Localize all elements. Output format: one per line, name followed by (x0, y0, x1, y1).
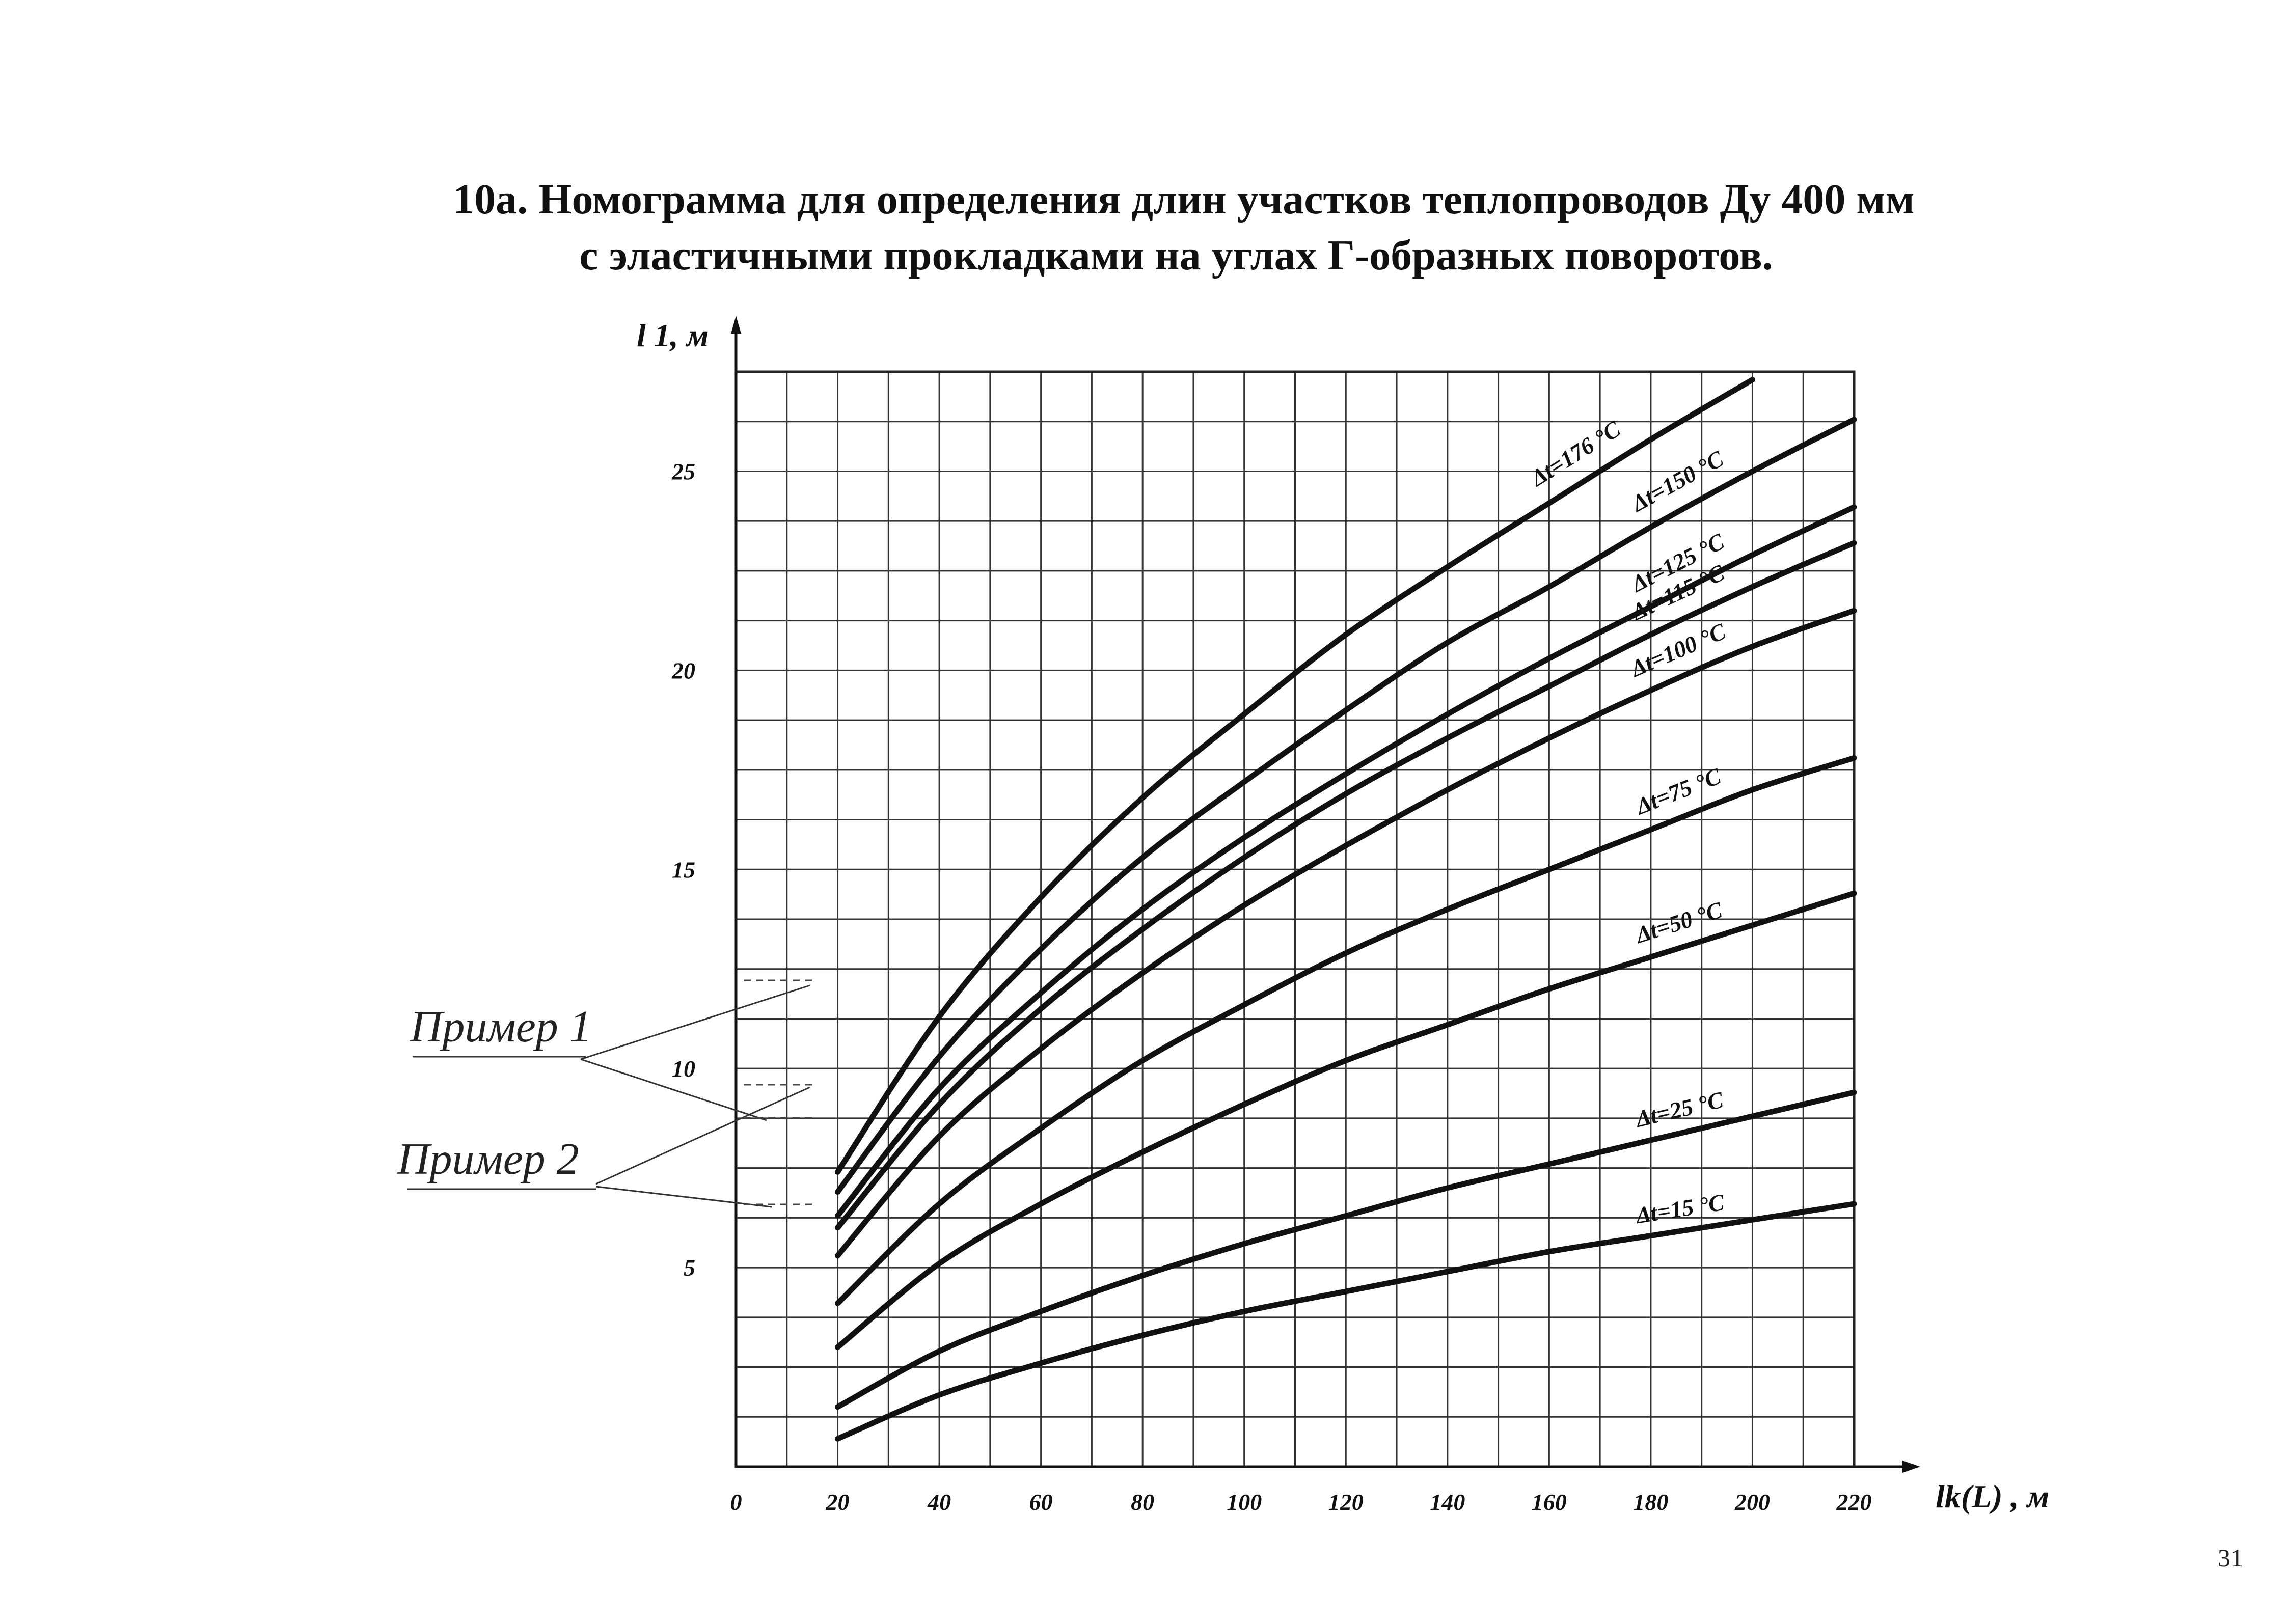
curve-series-8 (835, 1201, 1857, 1442)
example-1-leader (580, 1058, 767, 1121)
x-tick-label: 140 (1430, 1489, 1465, 1515)
chart-title-line1: 10а. Номограмма для определения длин уча… (453, 176, 1915, 223)
y-tick-label: 25 (671, 458, 695, 484)
x-axis-label: lk(L) , м (1936, 1478, 2049, 1515)
x-tick-label: 160 (1532, 1489, 1567, 1515)
x-tick-label: 180 (1633, 1489, 1668, 1515)
grid (734, 370, 1856, 1468)
curve-series-4 (835, 608, 1857, 1259)
y-tick-label: 15 (672, 857, 695, 883)
example-2-leader (595, 1086, 810, 1185)
y-tick-label: 5 (684, 1255, 695, 1281)
y-axis-label: l 1, м (637, 317, 709, 353)
examples: Пример 1 Пример 2 (397, 979, 815, 1208)
curve-label-8: Δt=15 °C (1633, 1189, 1726, 1229)
curve-label-4: Δt=100 °C (1626, 618, 1730, 682)
y-axis-arrow (731, 316, 741, 334)
curve-series-3 (835, 540, 1857, 1231)
curve-label-1: Δt=150 °C (1626, 445, 1729, 517)
curve-series-6 (835, 890, 1857, 1350)
curve-series-0 (835, 377, 1755, 1175)
axes (731, 316, 1920, 1473)
x-tick-label: 80 (1131, 1489, 1154, 1515)
example-1-label: Пример 1 (410, 1002, 592, 1052)
x-tick-label: 100 (1227, 1489, 1262, 1515)
curve-series-2 (835, 504, 1857, 1219)
x-tick-label: 220 (1836, 1489, 1872, 1515)
x-tick-label: 40 (927, 1489, 951, 1515)
x-tick-label: 120 (1328, 1489, 1364, 1515)
chart-title-line2: с эластичными прокладками на углах Г-обр… (579, 232, 1773, 279)
tick-labels: 0 20 40 60 80 100 120 140 160 180 200 220 5 10 15 20 25 (671, 458, 1872, 1515)
curve-series-1 (835, 417, 1857, 1195)
example-2-label: Пример 2 (397, 1135, 579, 1184)
x-tick-label: 0 (730, 1489, 742, 1515)
curve-series-7 (835, 1089, 1857, 1410)
x-tick-label: 60 (1029, 1489, 1053, 1515)
x-tick-label: 200 (1734, 1489, 1770, 1515)
curves (835, 377, 1857, 1442)
example-1-leader (580, 984, 810, 1060)
example-2-leader (595, 1186, 772, 1208)
x-tick-label: 20 (826, 1489, 850, 1515)
curve-label-0: Δt=176 °C (1525, 416, 1625, 492)
x-axis-arrow (1902, 1461, 1920, 1473)
y-tick-label: 10 (672, 1056, 695, 1082)
y-tick-label: 20 (671, 657, 695, 683)
curve-label-5: Δt=75 °C (1631, 763, 1725, 820)
page-number: 31 (2218, 1544, 2243, 1572)
curve-series-5 (835, 755, 1857, 1306)
